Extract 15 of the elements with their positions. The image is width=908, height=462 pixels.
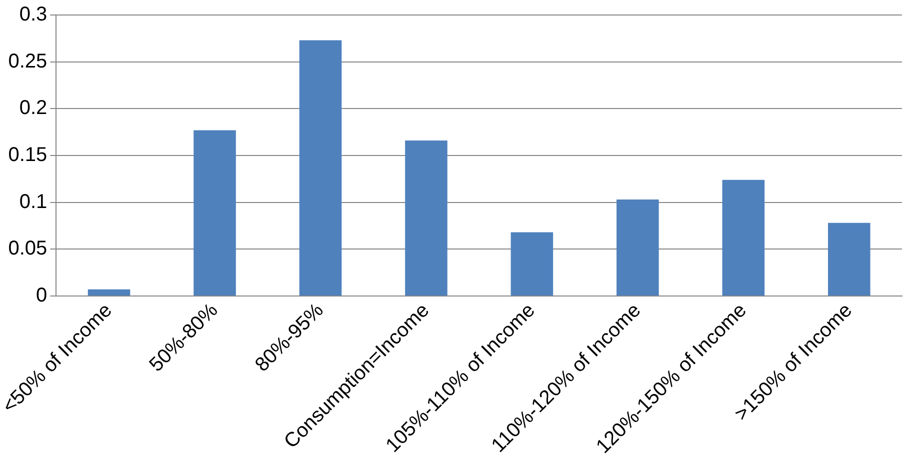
bar <box>828 222 870 296</box>
bar <box>194 130 236 296</box>
y-tick-label: 0 <box>36 284 48 306</box>
bar <box>722 180 765 296</box>
bar <box>616 199 659 296</box>
bar <box>510 232 554 296</box>
bar <box>405 140 448 296</box>
bar <box>88 289 130 296</box>
y-tick-label: 0.1 <box>19 190 48 213</box>
y-tick-label: 0.3 <box>19 4 48 26</box>
bar <box>299 40 342 296</box>
y-tick-label: 0.15 <box>8 144 48 166</box>
y-tick-label: 0.25 <box>8 50 48 72</box>
y-tick-label: 0.05 <box>8 238 48 260</box>
y-tick-label: 0.2 <box>19 97 48 120</box>
